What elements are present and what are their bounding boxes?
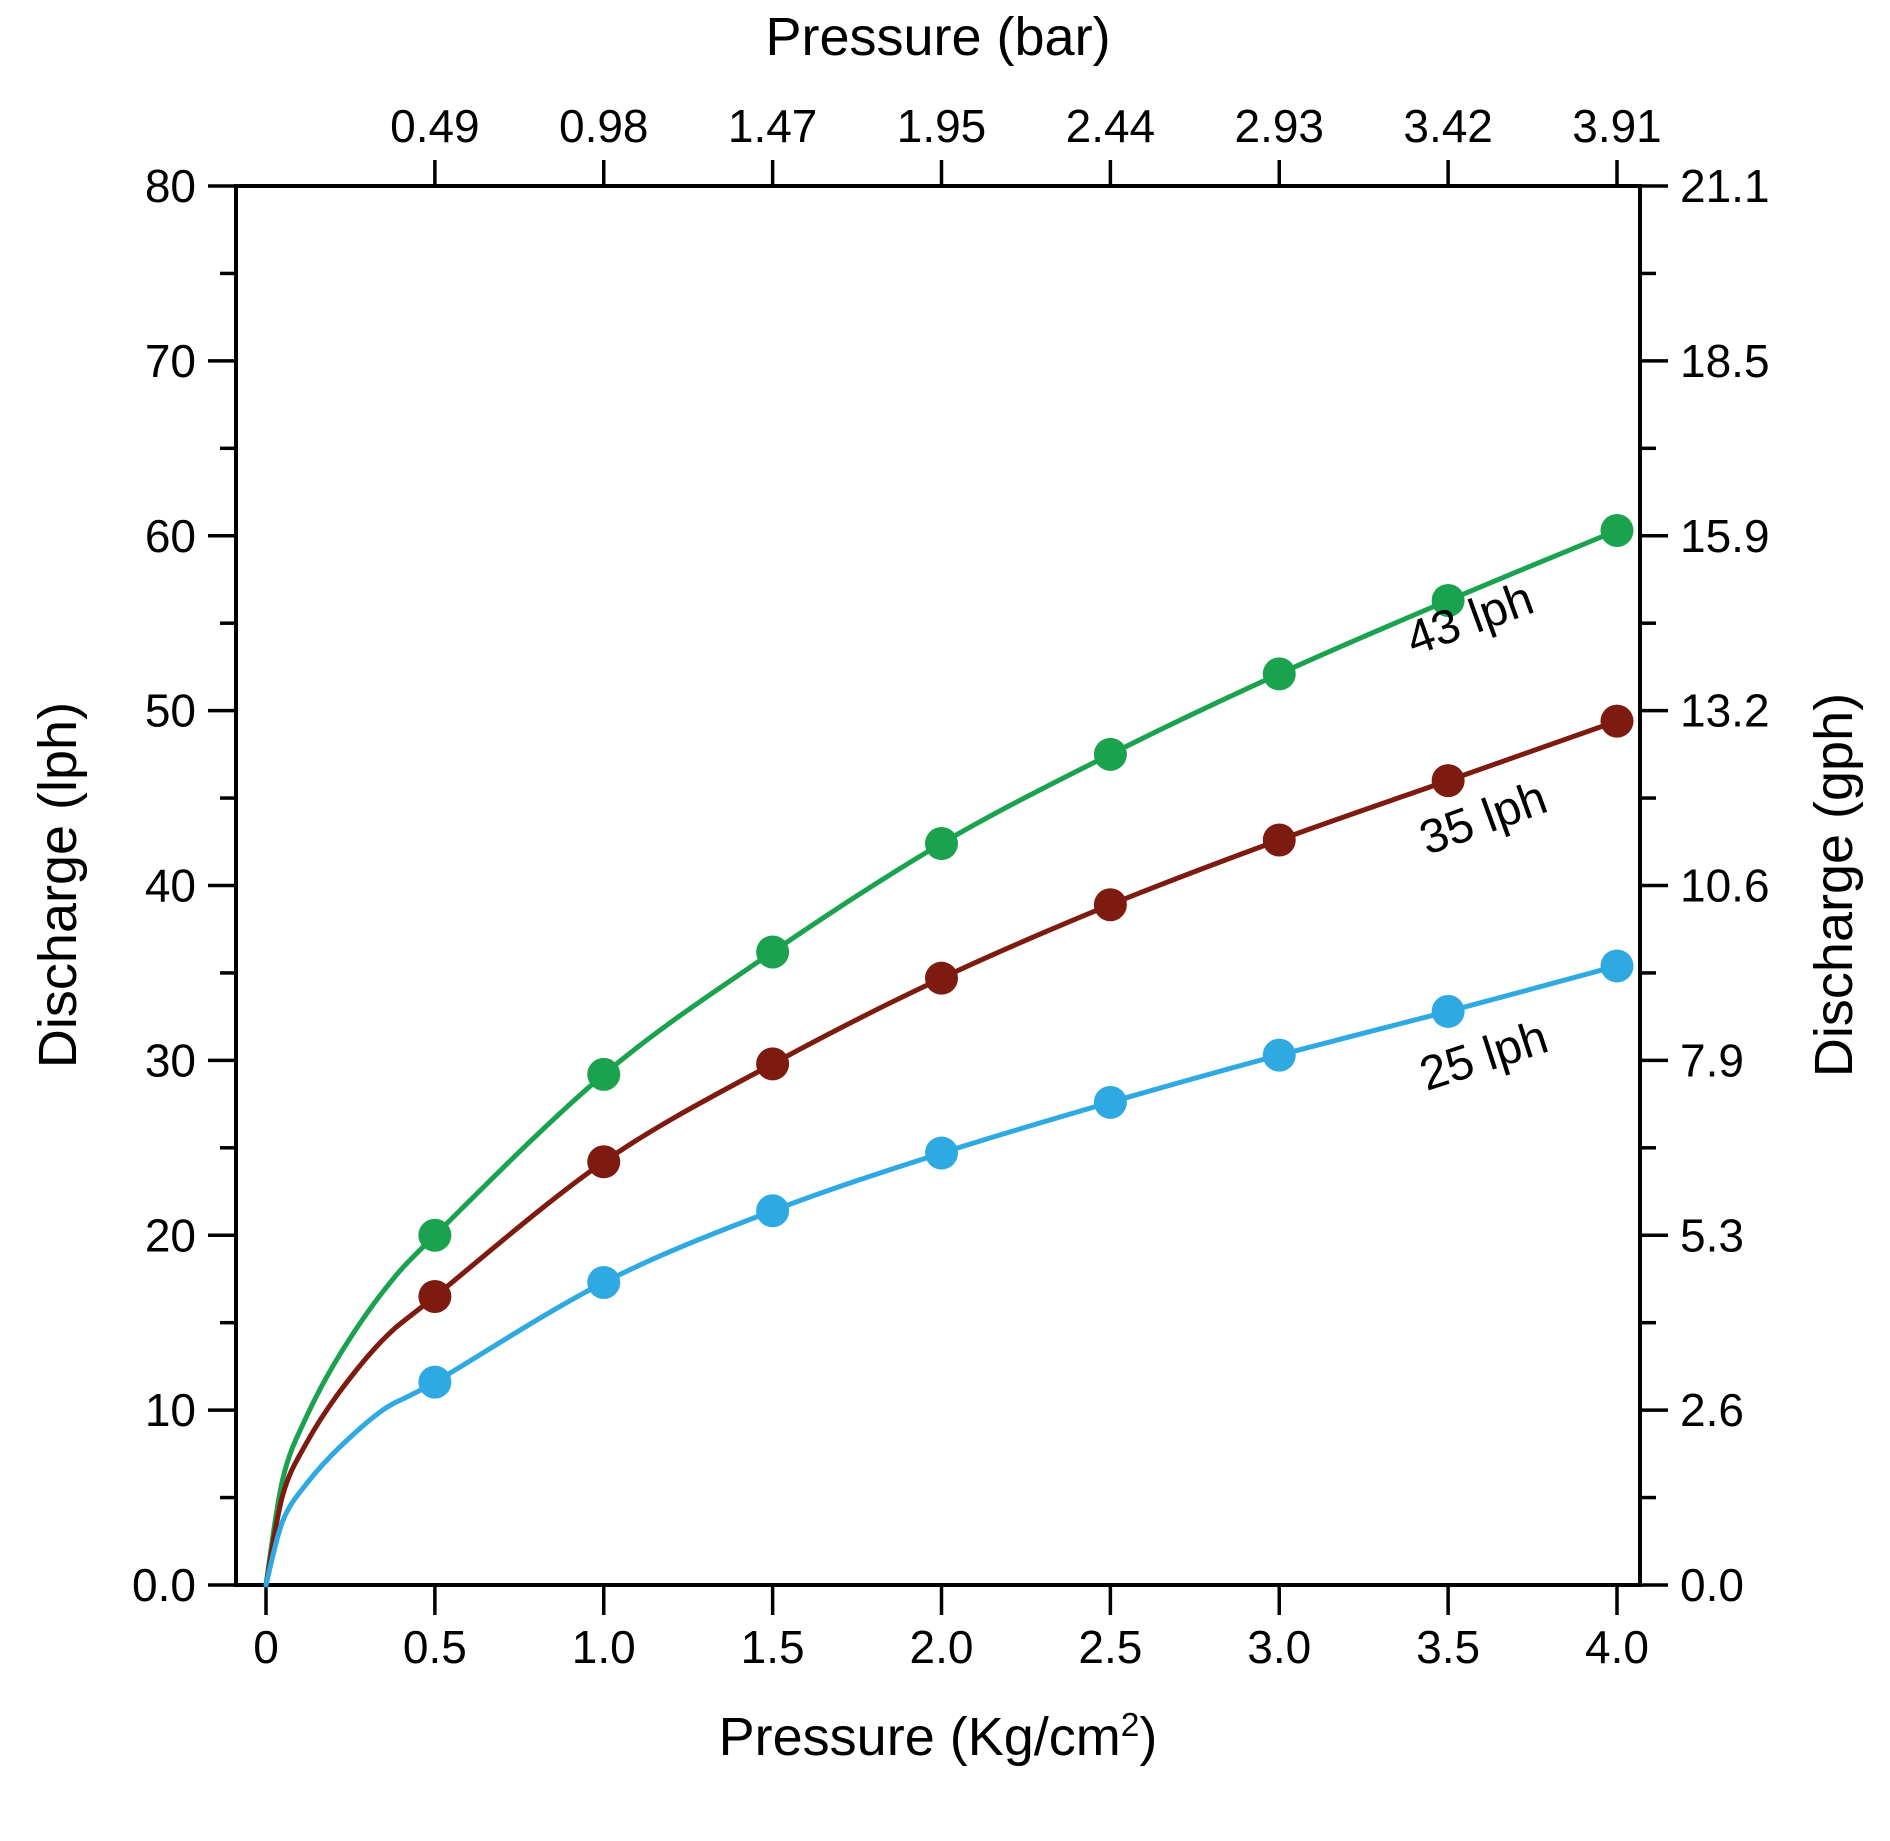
right-axis-tick-label: 7.9	[1680, 1034, 1744, 1086]
x-axis-tick-label: 0.5	[403, 1621, 467, 1673]
y-axis-tick-label: 0.0	[132, 1559, 196, 1611]
x-axis-tick-label: 2.0	[910, 1621, 974, 1673]
right-axis-tick-label: 2.6	[1680, 1384, 1744, 1436]
bottom-axis-title-text: Pressure (Kg/cm	[718, 1707, 1121, 1767]
series-marker-35-lph	[925, 961, 958, 995]
right-axis-title: Discharge (gph)	[1804, 692, 1864, 1078]
x-axis-tick-label: 1.5	[741, 1621, 805, 1673]
top-axis-tick-label: 2.93	[1234, 100, 1324, 152]
top-axis-tick-label: 3.42	[1403, 100, 1493, 152]
bottom-axis-title-sup: 2	[1120, 1707, 1140, 1744]
bottom-axis-title-close: )	[1139, 1707, 1158, 1767]
x-axis-tick-label: 0	[253, 1621, 279, 1673]
y-axis-tick-label: 50	[145, 685, 196, 737]
series-marker-25-lph	[418, 1365, 452, 1399]
x-axis-tick-label: 2.5	[1078, 1621, 1142, 1673]
top-axis-tick-label: 0.49	[390, 100, 480, 152]
x-axis-tick-label: 4.0	[1585, 1621, 1649, 1673]
series-marker-25-lph	[925, 1136, 958, 1170]
series-marker-25-lph	[1600, 949, 1634, 983]
series-marker-43-lph	[587, 1057, 621, 1091]
series-marker-35-lph	[1093, 888, 1127, 922]
right-axis-tick-label: 21.1	[1680, 160, 1770, 212]
series-marker-35-lph	[1431, 764, 1465, 798]
y-axis-tick-label: 30	[145, 1034, 196, 1086]
series-marker-43-lph	[1431, 583, 1465, 617]
series-curve-25-lph	[263, 963, 1620, 1588]
series-marker-25-lph	[1262, 1038, 1296, 1072]
y-axis-tick-label: 80	[145, 160, 196, 212]
right-axis-tick-label: 5.3	[1680, 1209, 1744, 1261]
series-marker-25-lph	[1431, 994, 1465, 1028]
series-label-25-lph: 25 lph	[1413, 1011, 1554, 1102]
top-axis-tick-label: 1.95	[897, 100, 987, 152]
y-axis-tick-label: 10	[145, 1384, 196, 1436]
series-label-43-lph: 43 lph	[1399, 572, 1540, 667]
top-axis-tick-label: 0.98	[559, 100, 649, 152]
series-marker-43-lph	[1093, 737, 1127, 771]
right-axis-tick-label: 10.6	[1680, 860, 1770, 912]
top-axis-tick-label: 3.91	[1572, 100, 1662, 152]
x-axis-tick-label: 1.0	[572, 1621, 636, 1673]
series-marker-43-lph	[756, 935, 790, 969]
series-marker-35-lph	[418, 1279, 452, 1313]
right-axis-tick-label: 18.5	[1680, 335, 1770, 387]
series-marker-35-lph	[1262, 823, 1296, 857]
top-axis-title: Pressure (bar)	[765, 7, 1111, 67]
x-axis-tick-label: 3.5	[1416, 1621, 1480, 1673]
right-axis-tick-label: 15.9	[1680, 510, 1770, 562]
right-axis-tick-label: 0.0	[1680, 1559, 1744, 1611]
y-axis-tick-label: 40	[145, 860, 196, 912]
y-axis-tick-label: 20	[145, 1209, 196, 1261]
left-axis-title: Discharge (lph)	[28, 701, 88, 1069]
series-marker-25-lph	[1093, 1085, 1127, 1119]
bottom-axis-title: Pressure (Kg/cm2)	[236, 1706, 1640, 1768]
y-axis-tick-label: 60	[145, 510, 196, 562]
x-axis-tick-label: 3.0	[1247, 1621, 1311, 1673]
series-marker-25-lph	[756, 1194, 790, 1228]
series-marker-35-lph	[587, 1145, 621, 1179]
series-marker-25-lph	[587, 1265, 621, 1299]
series-marker-43-lph	[418, 1218, 452, 1252]
series-curve-43-lph	[263, 528, 1620, 1588]
y-axis-tick-label: 70	[145, 335, 196, 387]
series-marker-35-lph	[756, 1047, 790, 1081]
top-axis-tick-label: 1.47	[728, 100, 818, 152]
right-axis-tick-label: 13.2	[1680, 685, 1770, 737]
series-curve-35-lph	[263, 718, 1620, 1588]
series-marker-43-lph	[1262, 657, 1296, 691]
series-marker-43-lph	[925, 827, 958, 861]
series-marker-35-lph	[1600, 704, 1634, 738]
top-axis-tick-label: 2.44	[1066, 100, 1156, 152]
series-marker-43-lph	[1600, 514, 1634, 548]
